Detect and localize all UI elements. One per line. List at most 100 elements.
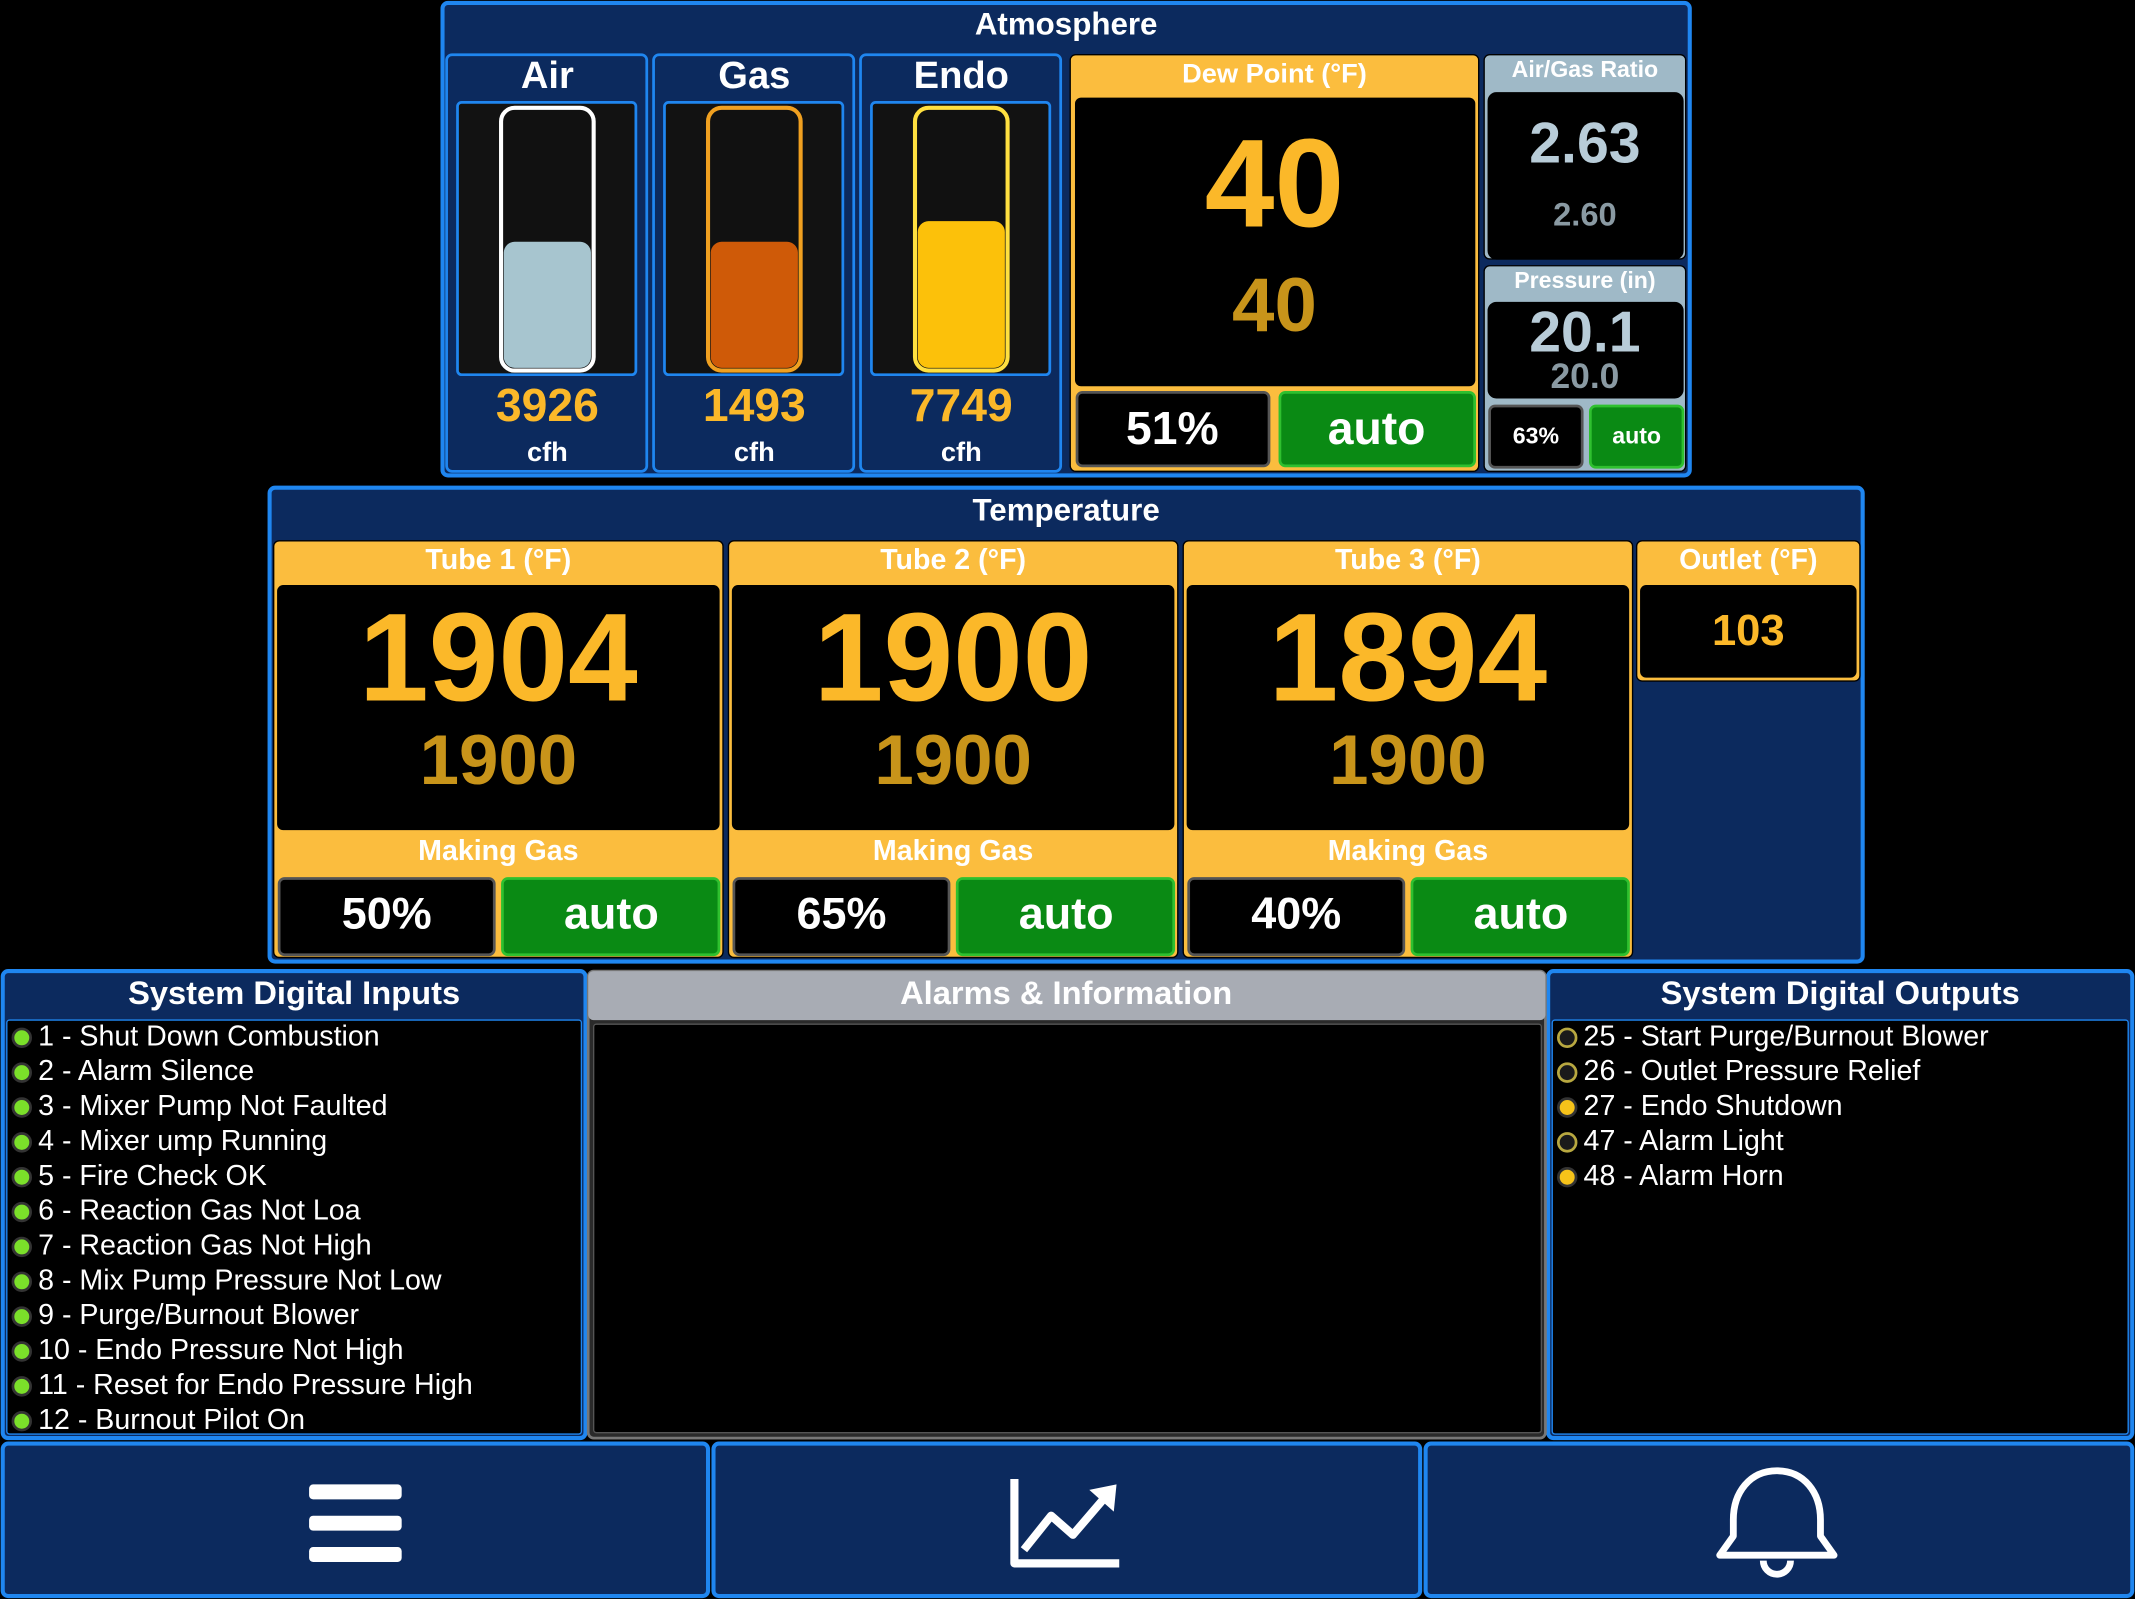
gauge-value: 1493 <box>703 379 806 431</box>
tube-display <box>731 585 1175 831</box>
tube-status: Making Gas <box>873 835 1033 867</box>
mode-button[interactable] <box>1410 877 1630 957</box>
tube-title: Tube 1 (°F) <box>425 544 571 576</box>
tube-setpoint: 1900 <box>874 721 1032 800</box>
io-label: 25 - Start Purge/Burnout Blower <box>1584 1020 1990 1052</box>
io-label: 3 - Mixer Pump Not Faulted <box>38 1090 387 1122</box>
gauge-fill <box>710 241 798 368</box>
io-title: System Digital Inputs <box>128 974 460 1011</box>
tube-setpoint: 1900 <box>420 721 577 800</box>
trend-arrow <box>1089 1484 1117 1512</box>
gauge-unit: cfh <box>734 436 775 467</box>
io-label: 2 - Alarm Silence <box>38 1055 254 1087</box>
io-label: 11 - Reset for Endo Pressure High <box>38 1369 473 1401</box>
gauge-value: 3926 <box>496 379 599 431</box>
nav-button[interactable] <box>1423 1441 2135 1599</box>
tube-display <box>1186 585 1630 831</box>
alarms-list <box>592 1023 1543 1434</box>
io-label: 10 - Endo Pressure Not High <box>38 1334 403 1366</box>
io-label: 48 - Alarm Horn <box>1584 1160 1784 1192</box>
dew-point-value: 40 <box>1205 114 1344 254</box>
mode-button[interactable] <box>955 877 1176 957</box>
io-label: 8 - Mix Pump Pressure Not Low <box>38 1264 442 1296</box>
gauge-unit: cfh <box>941 436 982 467</box>
output-box <box>1187 877 1406 957</box>
pressure-title: Pressure (in) <box>1514 267 1655 293</box>
panel-title: Temperature <box>973 492 1160 527</box>
status-led <box>1556 1027 1578 1048</box>
alarms-header <box>588 971 1546 1021</box>
menu-icon-bar <box>309 1515 402 1531</box>
tube-status: Making Gas <box>1328 835 1488 867</box>
io-list <box>1551 1019 2129 1435</box>
trend-icon <box>1010 1478 1120 1568</box>
output-value: 40% <box>1251 887 1341 938</box>
status-led <box>11 1236 32 1258</box>
ratio-value: 2.63 <box>1529 111 1640 175</box>
status-led <box>11 1062 32 1083</box>
tube-setpoint: 1900 <box>1329 721 1487 800</box>
status-led <box>11 1306 32 1327</box>
io-label: 9 - Purge/Burnout Blower <box>38 1299 359 1331</box>
outlet-title: Outlet (°F) <box>1679 544 1817 576</box>
tube-value: 1900 <box>814 588 1093 728</box>
gauge-label: Endo <box>914 54 1009 97</box>
output-box <box>1075 391 1271 468</box>
io-title: System Digital Outputs <box>1661 974 2020 1011</box>
status-led <box>1556 1097 1578 1118</box>
ratio-title: Air/Gas Ratio <box>1512 56 1659 82</box>
io-label: 7 - Reaction Gas Not High <box>38 1229 372 1261</box>
dew-point-setpoint: 40 <box>1232 263 1317 348</box>
mode-label: auto <box>564 887 659 938</box>
mode-button[interactable] <box>501 877 721 957</box>
mode-label: auto <box>1612 422 1661 448</box>
ratio-setpoint: 2.60 <box>1553 195 1617 232</box>
tube-status: Making Gas <box>418 835 578 867</box>
gauge-value: 7749 <box>910 379 1013 431</box>
gauge-label: Gas <box>718 54 790 97</box>
status-led <box>1556 1132 1578 1153</box>
pressure-display <box>1487 301 1684 399</box>
bell-icon <box>1716 1467 1838 1578</box>
output-value: 63% <box>1513 422 1559 448</box>
status-led <box>11 1271 32 1292</box>
ratio-display <box>1487 92 1684 260</box>
gauge-fill <box>503 241 591 368</box>
dew-point-title: Dew Point (°F) <box>1182 57 1367 88</box>
output-value: 51% <box>1126 402 1219 454</box>
output-value: 65% <box>797 887 887 938</box>
io-list <box>6 1019 583 1435</box>
status-led <box>11 1132 32 1153</box>
mode-button[interactable] <box>1588 404 1685 469</box>
io-label: 5 - Fire Check OK <box>38 1160 267 1192</box>
tube-display <box>277 585 720 831</box>
output-box <box>1488 404 1584 469</box>
status-led <box>11 1341 32 1362</box>
io-label: 26 - Outlet Pressure Relief <box>1584 1055 1921 1087</box>
io-label: 12 - Burnout Pilot On <box>38 1404 305 1436</box>
nav-button[interactable] <box>711 1441 1423 1599</box>
tube-title: Tube 2 (°F) <box>880 544 1026 576</box>
io-label: 4 - Mixer ump Running <box>38 1125 327 1157</box>
mode-button[interactable] <box>1278 391 1476 468</box>
status-led <box>11 1376 32 1397</box>
output-box <box>732 877 951 957</box>
output-value: 50% <box>342 887 432 938</box>
mode-label: auto <box>1328 402 1426 454</box>
outlet-display <box>1640 585 1857 678</box>
io-label: 1 - Shut Down Combustion <box>38 1020 380 1052</box>
io-label: 47 - Alarm Light <box>1584 1125 1784 1157</box>
tube-value: 1904 <box>359 588 638 728</box>
mode-label: auto <box>1019 887 1114 938</box>
status-led <box>11 1201 32 1223</box>
status-led <box>1556 1062 1578 1083</box>
outlet-value: 103 <box>1712 607 1785 655</box>
menu-icon-bar <box>309 1484 402 1500</box>
gauge-label: Air <box>521 54 574 97</box>
status-led <box>11 1166 32 1188</box>
gauge-fill <box>917 221 1005 368</box>
gauge-unit: cfh <box>527 436 568 467</box>
pressure-setpoint: 20.0 <box>1550 356 1619 396</box>
